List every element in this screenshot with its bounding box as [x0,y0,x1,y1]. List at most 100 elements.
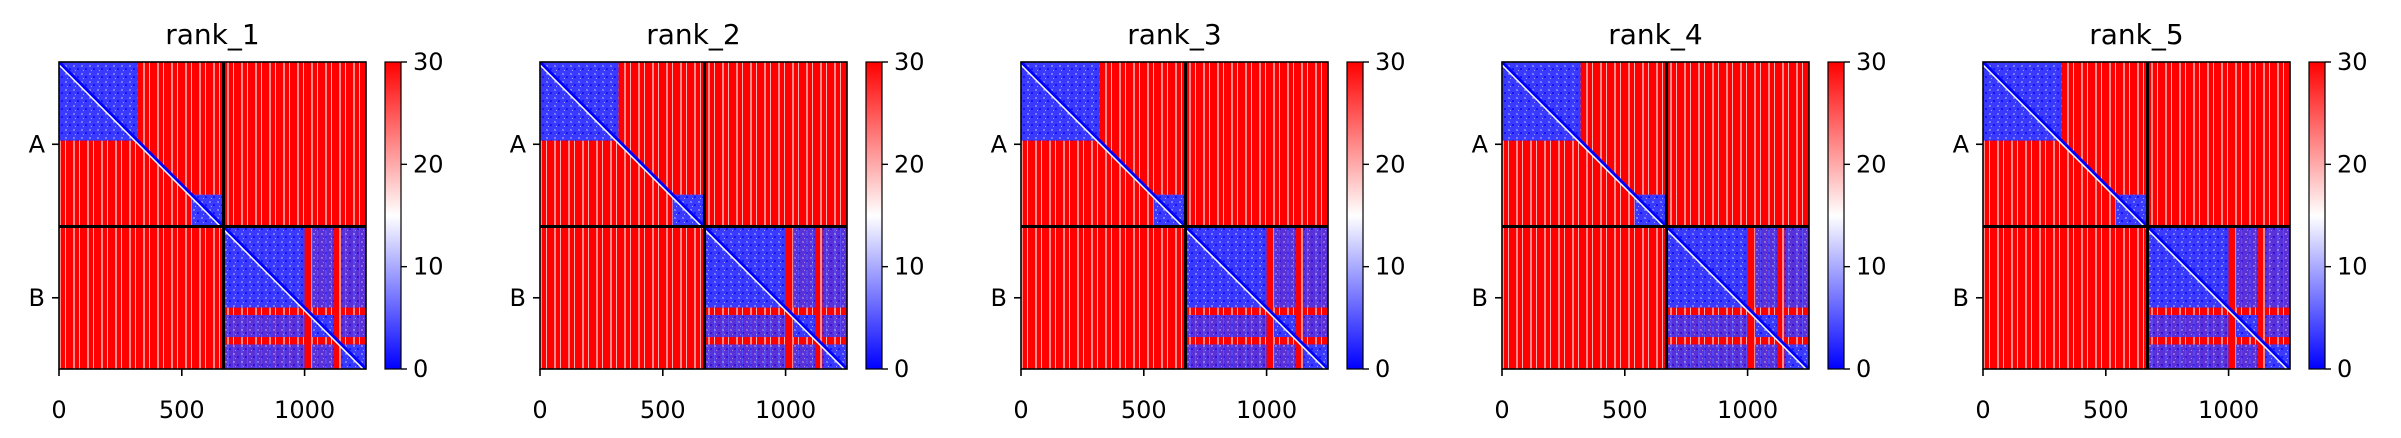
x-tick-label: 0 [1013,396,1028,424]
colorbar [384,61,402,370]
plot-frame [58,61,367,370]
domain-contact-block [792,226,816,308]
x-tick-label: 1000 [1236,396,1297,424]
y-tick-label: A [1953,130,1970,158]
domain-contact-block [1666,344,1748,369]
panel-1: rank_1 0 500 1000 A B 0 10 20 30 [29,18,444,424]
domain-contact-block [792,344,816,369]
y-tick-label: B [1953,284,1969,312]
panel-title: rank_5 [2089,18,2183,51]
colorbar-tick-label: 0 [1375,355,1390,383]
colorbar-tick-label: 0 [2337,355,2352,383]
panel-5: rank_5 0 500 1000 A B 0 10 20 30 [1953,18,2368,424]
colorbar-tick-label: 30 [2337,48,2368,76]
y-tick-label: B [991,284,1007,312]
panel-3: rank_3 0 500 1000 A B 0 10 20 30 [991,18,1406,424]
y-tick-label: A [29,130,46,158]
domain-contact-block [1784,226,1809,308]
colorbar-tick-label: 20 [894,150,925,178]
heatmap [1502,62,1809,369]
panel-2: rank_2 0 500 1000 A B 0 10 20 30 [510,18,925,424]
domain-contact-block [311,226,335,308]
x-tick-label: 500 [2083,396,2129,424]
domain-contact-block [1185,314,1267,338]
x-tick-label: 500 [1602,396,1648,424]
y-tick-label: B [1472,284,1488,312]
y-tick-label: A [1472,130,1489,158]
x-tick-label: 1000 [755,396,816,424]
diagonal-line [1983,62,2290,369]
colorbar-tick-label: 0 [894,355,909,383]
x-tick-label: 500 [159,396,205,424]
domain-contact-block [311,344,335,369]
colorbar-tick-label: 10 [1375,253,1406,281]
domain-contact-block [1754,344,1778,369]
y-tick-label: A [991,130,1008,158]
domain-contact-block [1185,344,1267,369]
colorbar-tick-label: 10 [413,253,444,281]
colorbar-tick-label: 20 [1856,150,1887,178]
colorbar-tick-label: 30 [413,48,444,76]
domain-contact-block [2265,226,2290,308]
domain-contact-block [2235,226,2259,308]
domain-contact-block [223,344,305,369]
domain-contact-block [1666,314,1748,338]
domain-contact-block [1273,226,1297,308]
heatmap [540,62,847,369]
heatmap [59,62,366,369]
panel-title: rank_4 [1608,18,1702,51]
colorbar [2308,61,2326,370]
colorbar-tick-label: 20 [413,150,444,178]
x-tick-label: 1000 [2198,396,2259,424]
domain-contact-block [1303,226,1328,308]
colorbar [1827,61,1845,370]
colorbar-tick-label: 10 [1856,253,1887,281]
diagonal-edge [1021,64,1326,369]
x-tick-label: 0 [1494,396,1509,424]
domain-contact-block [822,314,847,338]
domain-contact-block [2147,314,2229,338]
plot-frame [1020,61,1329,370]
colorbar-tick-label: 10 [2337,253,2368,281]
y-tick-label: B [510,284,526,312]
domain-contact-block [704,344,786,369]
domain-contact-block [1784,314,1809,338]
panel-title: rank_1 [165,18,259,51]
x-tick-label: 1000 [1717,396,1778,424]
colorbar-tick-label: 20 [2337,150,2368,178]
colorbar [1346,61,1364,370]
x-tick-label: 1000 [274,396,335,424]
colorbar-tick-label: 0 [413,355,428,383]
x-tick-label: 0 [51,396,66,424]
heatmap [1021,62,1328,369]
colorbar-tick-label: 20 [1375,150,1406,178]
domain-contact-block [1754,226,1778,308]
diagonal-line [1502,62,1809,369]
x-tick-label: 0 [532,396,547,424]
domain-contact-block [341,314,366,338]
diagonal-edge [1502,64,1807,369]
colorbar-tick-label: 30 [1375,48,1406,76]
domain-contact-block [2265,314,2290,338]
domain-contact-block [822,226,847,308]
domain-contact-block [704,314,786,338]
colorbar-tick-label: 30 [1856,48,1887,76]
domain-contact-block [2147,344,2229,369]
heatmap [1983,62,2290,369]
panel-title: rank_3 [1127,18,1221,51]
colorbar-tick-label: 30 [894,48,925,76]
diagonal-edge [540,64,845,369]
diagonal-edge [1983,64,2288,369]
colorbar-tick-label: 10 [894,253,925,281]
panel-title: rank_2 [646,18,740,51]
domain-contact-block [1273,344,1297,369]
colorbar [865,61,883,370]
y-tick-label: A [510,130,527,158]
plot-frame [1501,61,1810,370]
x-tick-label: 0 [1975,396,1990,424]
y-tick-label: B [29,284,45,312]
x-tick-label: 500 [640,396,686,424]
colorbar-tick-label: 0 [1856,355,1871,383]
diagonal-line [1021,62,1328,369]
